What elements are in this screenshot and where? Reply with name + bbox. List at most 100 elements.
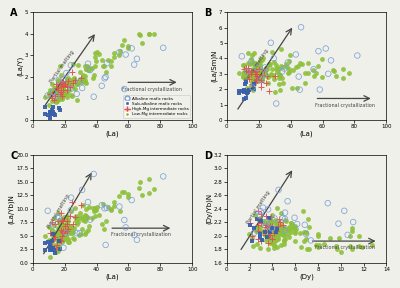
Point xyxy=(60,233,67,238)
Point xyxy=(268,237,275,241)
Point xyxy=(258,78,264,83)
Point xyxy=(272,218,278,223)
Point xyxy=(50,232,56,236)
Point xyxy=(56,83,63,88)
Point xyxy=(320,242,327,246)
Point xyxy=(47,94,53,99)
Point xyxy=(268,73,274,77)
Point xyxy=(274,225,280,229)
Point xyxy=(277,230,284,235)
Point xyxy=(82,218,88,223)
Point xyxy=(251,230,257,235)
Point xyxy=(82,67,89,72)
Y-axis label: (La/Sm)N: (La/Sm)N xyxy=(211,50,218,82)
Point xyxy=(250,225,257,230)
Point xyxy=(260,205,266,210)
Point xyxy=(335,221,342,226)
Point xyxy=(60,91,67,96)
Point xyxy=(296,231,303,236)
Point xyxy=(248,73,254,78)
Point xyxy=(67,213,73,218)
Point xyxy=(297,60,304,65)
Point xyxy=(90,94,97,99)
Point xyxy=(269,67,275,71)
Point xyxy=(282,217,288,221)
Point xyxy=(349,229,355,234)
Point xyxy=(264,67,270,71)
Point xyxy=(258,78,264,83)
Point xyxy=(254,74,260,79)
Point xyxy=(280,222,287,227)
Point xyxy=(253,229,259,234)
Point xyxy=(242,95,249,100)
Point xyxy=(49,92,55,97)
Point xyxy=(240,75,246,79)
Point xyxy=(80,202,86,207)
Point xyxy=(265,246,272,251)
Point xyxy=(249,86,255,91)
Point xyxy=(286,225,292,230)
Point xyxy=(51,234,57,238)
Point xyxy=(303,230,310,234)
Point xyxy=(72,78,78,82)
Point xyxy=(44,209,51,213)
X-axis label: (Dy): (Dy) xyxy=(299,273,314,280)
Point xyxy=(47,231,53,235)
Point xyxy=(298,245,305,249)
Point xyxy=(57,108,63,113)
Point xyxy=(264,222,271,226)
Point xyxy=(77,77,83,81)
Point xyxy=(103,70,110,75)
Point xyxy=(262,233,268,238)
Point xyxy=(268,223,275,228)
Point xyxy=(105,58,111,62)
Point xyxy=(120,38,127,43)
Point xyxy=(256,217,262,222)
Point xyxy=(58,91,64,96)
Point xyxy=(254,77,260,82)
Point xyxy=(331,68,337,73)
Point xyxy=(250,85,256,90)
Point xyxy=(259,75,266,79)
Point xyxy=(89,76,96,80)
Point xyxy=(274,232,280,236)
Point xyxy=(265,236,272,241)
Point xyxy=(243,69,250,73)
Point xyxy=(52,98,58,102)
Point xyxy=(256,213,263,218)
Point xyxy=(108,207,114,211)
Point xyxy=(67,230,73,235)
Point xyxy=(267,230,274,234)
Point xyxy=(282,228,288,233)
Point xyxy=(55,237,61,241)
Point xyxy=(306,246,312,251)
Point xyxy=(87,68,93,72)
Point xyxy=(265,219,271,224)
Point xyxy=(350,220,356,224)
Point xyxy=(89,205,96,210)
Legend: Alkaline mafic rocks, Sub-alkaline mafic rocks, High-Mg intermediate rocks, Low-: Alkaline mafic rocks, Sub-alkaline mafic… xyxy=(123,95,190,118)
Point xyxy=(79,86,85,90)
Point xyxy=(275,237,281,242)
Point xyxy=(253,72,259,76)
Point xyxy=(286,228,292,232)
Point xyxy=(68,83,74,88)
Point xyxy=(269,226,275,231)
Point xyxy=(59,90,65,95)
Point xyxy=(254,217,260,221)
Point xyxy=(266,216,273,220)
Point xyxy=(74,82,80,86)
Point xyxy=(268,219,274,223)
Point xyxy=(344,233,351,237)
Point xyxy=(51,222,58,227)
Point xyxy=(47,245,53,250)
Point xyxy=(281,239,287,244)
Point xyxy=(281,237,287,242)
Point xyxy=(268,215,274,219)
Point xyxy=(252,212,258,217)
Point xyxy=(262,232,268,236)
Point xyxy=(238,89,245,94)
Point xyxy=(160,174,166,179)
Point xyxy=(47,242,54,247)
Point xyxy=(49,247,56,252)
